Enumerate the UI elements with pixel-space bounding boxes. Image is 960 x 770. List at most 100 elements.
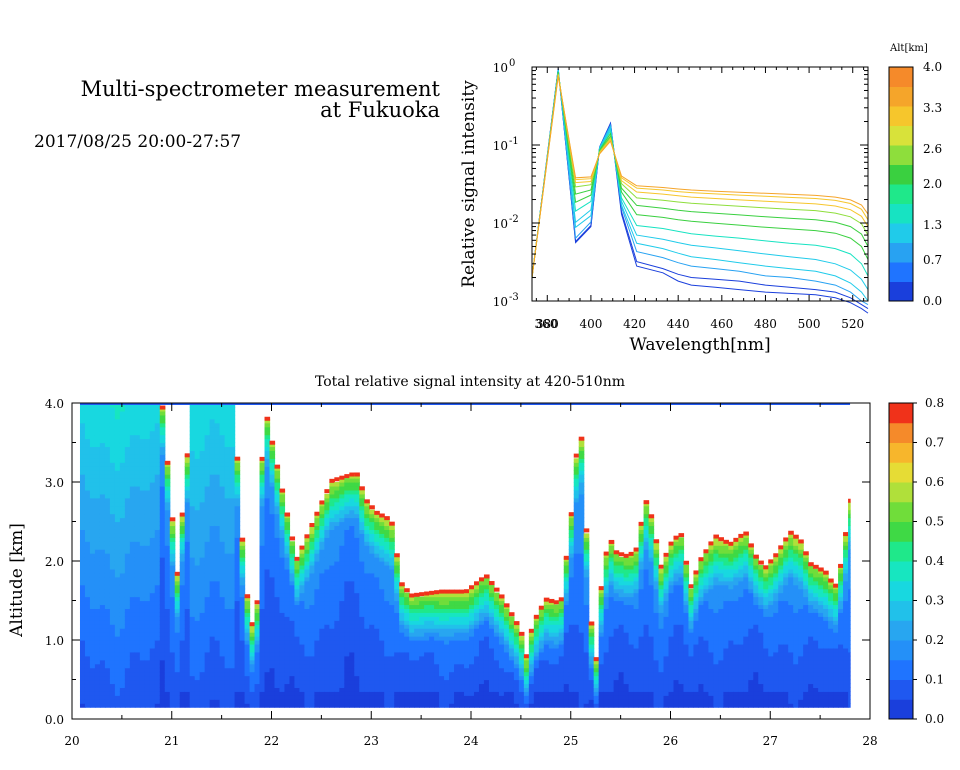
heatmap-cell <box>154 454 161 459</box>
heatmap-cell <box>389 636 395 641</box>
heatmap-cell <box>319 568 325 574</box>
heatmap-cell <box>359 561 365 566</box>
heatmap-cell <box>374 549 380 554</box>
heatmap-cell <box>139 509 146 515</box>
heatmap-cell <box>184 683 191 688</box>
heatmap-cell <box>429 683 435 688</box>
heatmap-cell <box>169 663 176 669</box>
heatmap-cell <box>109 450 116 455</box>
heatmap-cell <box>329 632 335 637</box>
heatmap-cell <box>314 525 320 530</box>
heatmap-cell <box>478 600 485 606</box>
heatmap-cell <box>319 557 325 562</box>
heatmap-cell <box>84 647 91 653</box>
heatmap-cell <box>194 580 201 586</box>
heatmap-cell <box>389 576 395 582</box>
heatmap-cell <box>184 489 191 495</box>
heatmap-cell <box>264 422 271 428</box>
heatmap-cell <box>488 592 495 598</box>
heatmap-cell <box>189 497 196 503</box>
heatmap-cell <box>349 529 355 534</box>
heatmap-cell <box>89 699 96 704</box>
heatmap-cell <box>528 687 535 692</box>
heatmap-cell <box>548 687 555 692</box>
heatmap-cell <box>309 596 315 602</box>
heatmap-cell <box>129 679 136 685</box>
heatmap-cell <box>369 608 375 613</box>
heatmap-cell <box>224 699 231 704</box>
heatmap-cell <box>399 703 405 708</box>
altitude-colorbar-title: Alt[km] <box>889 43 928 54</box>
heatmap-cell <box>384 671 390 677</box>
heatmap-cell <box>89 679 96 685</box>
heatmap-cell <box>409 683 415 688</box>
heatmap-cell <box>269 640 276 645</box>
heatmap-cell <box>349 687 355 692</box>
heatmap-cell <box>284 636 291 641</box>
heatmap-cell <box>99 509 106 515</box>
heatmap-cell <box>369 651 375 657</box>
heatmap-cell <box>189 505 196 511</box>
heatmap-cell <box>134 651 141 657</box>
heatmap-cell <box>84 509 91 515</box>
heatmap-cell <box>94 667 101 673</box>
heatmap-cell <box>284 628 291 633</box>
heatmap-cell <box>219 470 226 475</box>
heatmap-cell <box>224 588 231 594</box>
heatmap-cell <box>284 549 291 554</box>
heatmap-cell <box>384 557 390 562</box>
heatmap-cell <box>194 557 201 562</box>
heatmap-cell <box>199 628 206 633</box>
heatmap-cell <box>234 675 241 681</box>
heatmap-cell <box>464 671 470 677</box>
heatmap-cell <box>394 683 400 688</box>
heatmap-cell <box>394 588 400 594</box>
heatmap-cell <box>169 636 176 641</box>
heatmap-cell <box>139 493 146 499</box>
heatmap-cell <box>503 632 510 637</box>
heatmap-cell <box>334 628 340 633</box>
heatmap-cell <box>439 628 445 633</box>
heatmap-cell <box>264 497 271 503</box>
heatmap-cell <box>204 462 211 467</box>
heatmap-cell <box>249 663 256 669</box>
altitude-colorbar: 0.00.71.32.02.63.34.0 <box>888 60 942 308</box>
heatmap-cell <box>548 632 555 637</box>
heatmap-cell <box>339 482 345 487</box>
heatmap-cell <box>314 549 320 554</box>
heatmap-cell <box>334 647 340 653</box>
heatmap-cell <box>319 691 325 696</box>
heatmap-cell <box>124 446 131 451</box>
heatmap-cell <box>399 691 405 696</box>
heatmap-cell <box>214 699 221 704</box>
heatmap-cell <box>144 616 151 621</box>
heatmap-cell <box>109 620 116 625</box>
heatmap-cell <box>239 600 246 606</box>
heatmap-cell <box>199 497 206 503</box>
heatmap-cell <box>309 703 315 708</box>
heatmap-cell <box>104 505 111 511</box>
heatmap-cell <box>279 655 286 661</box>
heatmap-cell <box>369 561 375 566</box>
heatmap-cell <box>79 446 86 451</box>
heatmap-cell <box>164 624 171 629</box>
heatmap-cell <box>229 482 236 487</box>
altitude-colorbar-segment <box>889 125 913 146</box>
heatmap-cell <box>384 647 390 653</box>
spectrum-y-tick-label: 10 <box>493 295 508 309</box>
heatmap-cell <box>314 683 320 688</box>
heatmap-cell <box>299 671 306 677</box>
heatmap-cell <box>164 564 171 570</box>
heatmap-cell <box>124 596 131 602</box>
heatmap-cell <box>344 485 350 491</box>
heatmap-cell <box>523 703 530 708</box>
heatmap-cell <box>89 655 96 661</box>
heatmap-cell <box>389 616 395 621</box>
heatmap-cell <box>344 691 350 696</box>
heatmap-cell <box>184 497 191 503</box>
spectrum-x-tick-label: 380 <box>536 317 559 331</box>
heatmap-cell <box>179 651 186 657</box>
heatmap-cell <box>314 561 320 566</box>
heatmap-cell <box>104 647 111 653</box>
heatmap-cell <box>399 616 405 621</box>
